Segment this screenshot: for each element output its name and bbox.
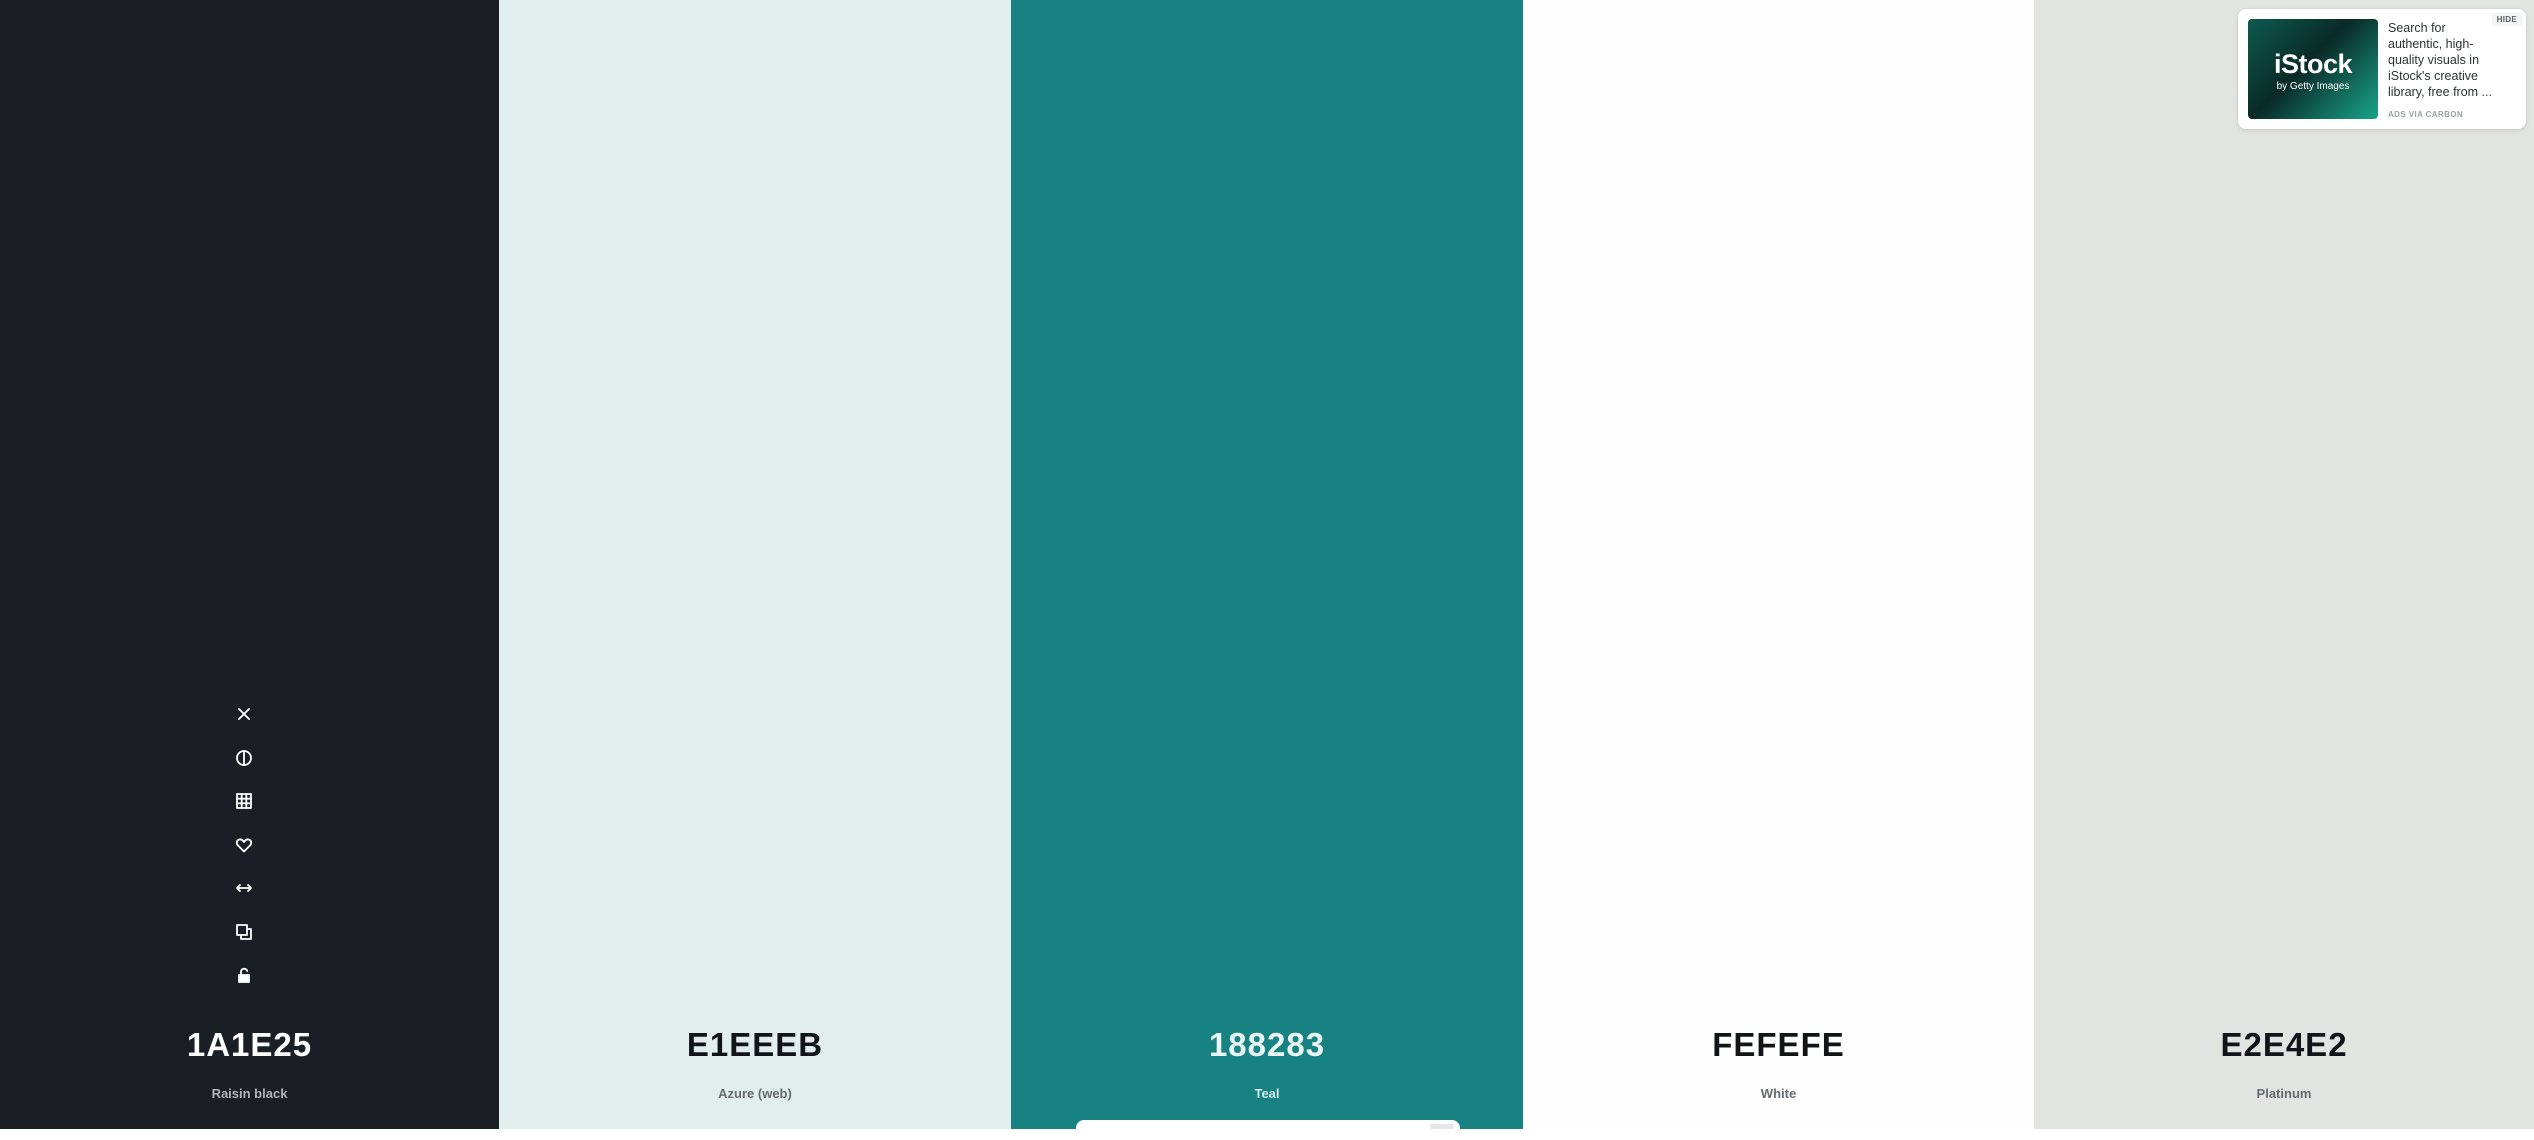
swatch-raisin-black[interactable]: 1A1E25 Raisin black (0, 0, 499, 1129)
view-shades-button[interactable] (230, 787, 258, 815)
grid-shades-icon (236, 793, 252, 809)
ad-hide-button[interactable]: HIDE (2491, 13, 2522, 26)
shades-button[interactable] (230, 744, 258, 772)
swatch-hex-code[interactable]: E2E4E2 (2220, 1026, 2348, 1063)
swatch-platinum[interactable]: E2E4E2 Platinum (2034, 0, 2534, 1129)
swatch-white[interactable]: FEFEFE White (1523, 0, 2034, 1129)
swatch-azure-web[interactable]: E1EEEB Azure (web) (499, 0, 1011, 1129)
carbon-ad[interactable]: iStock by Getty Images Search for authen… (2238, 9, 2526, 129)
unlock-icon (238, 967, 250, 983)
swatch-hex-code[interactable]: 188283 (1208, 1026, 1326, 1063)
swatch-color-name: White (1760, 1086, 1797, 1101)
bottom-toolbar-peek[interactable] (1076, 1120, 1460, 1140)
swatch-hex-code[interactable]: E1EEEB (686, 1026, 824, 1063)
swatch-teal[interactable]: 188283 Teal (1011, 0, 1523, 1129)
copy-icon (236, 923, 252, 940)
copy-hex-button[interactable] (230, 918, 258, 946)
swatch-color-name: Azure (web) (718, 1086, 792, 1101)
ad-brand: iStock (2273, 49, 2353, 79)
ad-text[interactable]: Search for authentic, high-quality visua… (2388, 21, 2492, 99)
bottom-toolbar-handle[interactable] (1430, 1124, 1454, 1129)
lock-button[interactable] (230, 961, 258, 989)
swatch-color-name: Raisin black (211, 1086, 288, 1101)
contrast-icon (236, 749, 252, 766)
swatch-toolbar (230, 700, 258, 1005)
ad-image[interactable]: iStock by Getty Images (2248, 19, 2378, 119)
drag-button[interactable] (230, 874, 258, 902)
swatch-color-name: Teal (1254, 1086, 1280, 1101)
swatch-hex-code[interactable]: FEFEFE (1712, 1026, 1845, 1063)
close-icon (238, 708, 250, 720)
ad-via-label[interactable]: ADS VIA CARBON (2388, 110, 2464, 119)
swatch-hex-code[interactable]: 1A1E25 (186, 1026, 313, 1063)
heart-icon (235, 838, 253, 852)
ad-brand-sub: by Getty Images (2276, 81, 2350, 92)
drag-arrows-icon (236, 884, 252, 892)
remove-color-button[interactable] (230, 700, 258, 728)
save-color-button[interactable] (230, 831, 258, 859)
swatch-color-name: Platinum (2256, 1086, 2312, 1101)
